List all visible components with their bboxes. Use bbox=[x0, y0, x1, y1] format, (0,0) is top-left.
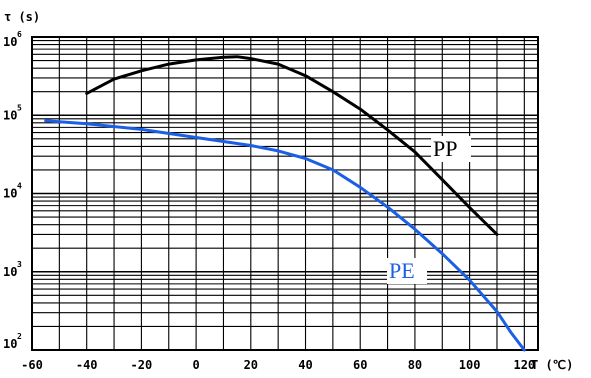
y-tick-exponent: 4 bbox=[17, 182, 22, 191]
series-line-pe bbox=[44, 119, 526, 352]
y-tick-exponent: 5 bbox=[17, 103, 22, 112]
x-axis-title: T (℃) bbox=[531, 358, 573, 372]
series-label-background bbox=[431, 136, 471, 162]
x-tick-label: -40 bbox=[76, 358, 98, 372]
y-tick-label: 10 bbox=[3, 187, 17, 201]
y-tick-exponent: 6 bbox=[17, 30, 22, 39]
x-tick-label: 120 bbox=[513, 358, 535, 372]
x-tick-label: 100 bbox=[459, 358, 481, 372]
labels: -60 -40 -20 0 20 40 60 80 100 120106105104103102P… bbox=[3, 30, 535, 372]
y-tick-exponent: 3 bbox=[17, 260, 22, 269]
y-tick-label: 10 bbox=[3, 108, 17, 122]
series-line-pp bbox=[85, 55, 499, 236]
y-axis-title: τ (s) bbox=[4, 10, 40, 24]
y-tick-label: 10 bbox=[3, 35, 17, 49]
x-tick-label: 80 bbox=[408, 358, 422, 372]
series-label-pe: PE bbox=[389, 258, 415, 283]
plot-frame bbox=[31, 36, 539, 351]
y-tick-label: 10 bbox=[3, 265, 17, 279]
x-tick-label: -20 bbox=[131, 358, 153, 372]
series bbox=[44, 55, 526, 352]
x-tick-label: 0 bbox=[192, 358, 199, 372]
x-tick-label: 20 bbox=[244, 358, 258, 372]
series-label-pp: PP bbox=[433, 136, 457, 161]
x-tick-label: 60 bbox=[353, 358, 367, 372]
axes bbox=[31, 36, 539, 351]
x-tick-label: -60 bbox=[21, 358, 43, 372]
y-tick-label: 10 bbox=[3, 337, 17, 351]
series-label-background bbox=[387, 258, 427, 284]
y-tick-exponent: 2 bbox=[17, 332, 22, 341]
x-tick-label: 40 bbox=[298, 358, 312, 372]
